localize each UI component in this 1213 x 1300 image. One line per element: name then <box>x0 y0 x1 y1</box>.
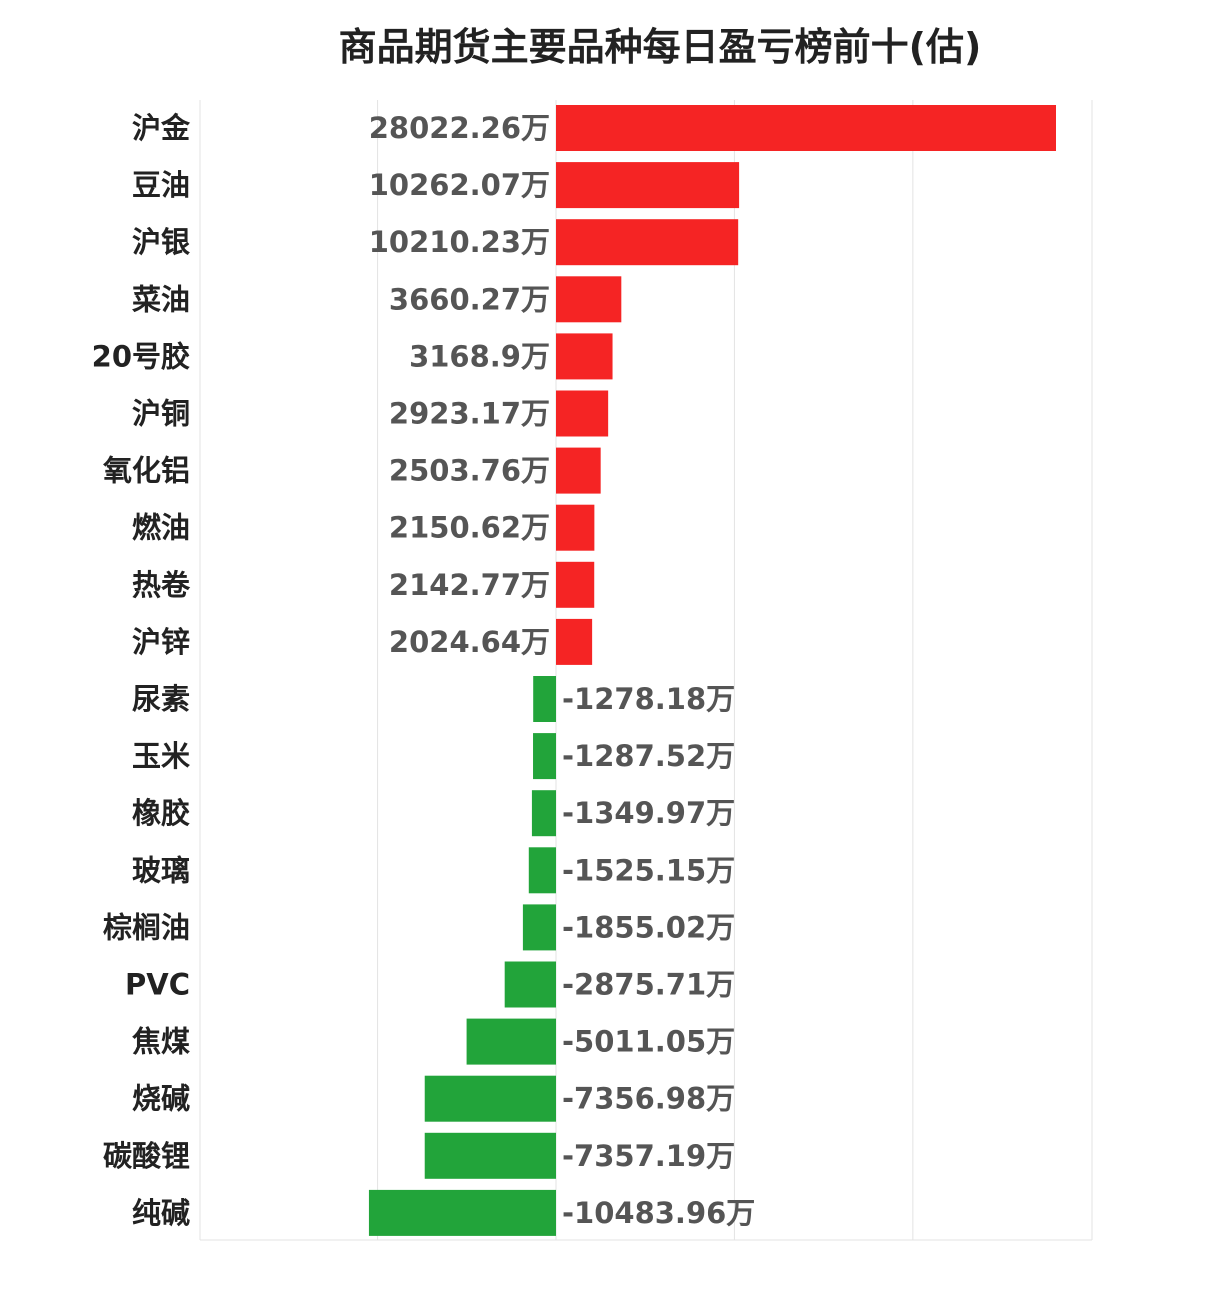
category-label: 烧碱 <box>132 1082 190 1116</box>
category-label: PVC <box>125 968 190 1002</box>
data-label: -10483.96万 <box>562 1196 755 1230</box>
category-label: 20号胶 <box>92 339 190 373</box>
data-label: 2923.17万 <box>389 397 550 431</box>
category-label: 玉米 <box>132 739 190 773</box>
data-label: 2150.62万 <box>389 511 550 545</box>
data-label: -7357.19万 <box>562 1139 735 1173</box>
category-label: 沪铜 <box>132 397 190 431</box>
bar <box>528 847 556 894</box>
bar <box>368 1189 556 1236</box>
chart-title: 商品期货主要品种每日盈亏榜前十(估) <box>338 25 982 69</box>
category-label: 豆油 <box>132 168 190 202</box>
bar <box>522 904 556 951</box>
category-label: 棕榈油 <box>103 910 190 944</box>
category-label: 橡胶 <box>132 796 190 830</box>
category-label: 沪银 <box>132 225 190 259</box>
category-label: 焦煤 <box>132 1025 190 1059</box>
bar <box>556 561 595 608</box>
data-label: -5011.05万 <box>562 1025 735 1059</box>
category-label: 菜油 <box>132 282 190 316</box>
data-label: -2875.71万 <box>562 968 735 1002</box>
data-label: 3168.9万 <box>409 339 550 373</box>
category-label: 沪锌 <box>132 625 190 659</box>
category-label: 尿素 <box>132 682 190 716</box>
gridlines <box>199 100 1093 1241</box>
data-label: -7356.98万 <box>562 1082 735 1116</box>
category-label: 燃油 <box>132 511 190 545</box>
bar <box>424 1132 556 1179</box>
bar <box>556 447 601 494</box>
data-label: 28022.26万 <box>369 111 550 145</box>
bar <box>424 1075 556 1122</box>
data-label: -1349.97万 <box>562 796 735 830</box>
category-label: 氧化铝 <box>102 454 190 488</box>
bars <box>368 105 1056 1236</box>
category-label: 纯碱 <box>132 1196 190 1230</box>
bar <box>504 961 556 1008</box>
data-label: -1287.52万 <box>562 739 735 773</box>
bar <box>556 618 593 665</box>
category-label: 玻璃 <box>132 853 190 887</box>
data-label: 10210.23万 <box>369 225 550 259</box>
value-labels: 28022.26万 10262.07万 10210.23万 3660.27万 3168.… <box>369 111 756 1230</box>
data-label: 2503.76万 <box>389 454 550 488</box>
bar <box>533 676 556 722</box>
category-label: 碳酸锂 <box>103 1139 190 1173</box>
data-label: 2024.64万 <box>389 625 550 659</box>
category-label: 热卷 <box>132 568 191 602</box>
data-label: -1855.02万 <box>562 910 735 944</box>
data-label: -1525.15万 <box>562 853 735 887</box>
bar <box>556 390 609 437</box>
bar <box>531 790 556 837</box>
data-label: -1278.18万 <box>562 682 735 716</box>
bar <box>556 162 740 209</box>
data-label: 10262.07万 <box>369 168 550 202</box>
data-label: 3660.27万 <box>389 282 550 316</box>
bar <box>556 333 613 380</box>
bar <box>533 733 556 780</box>
bar <box>556 276 622 323</box>
bar <box>556 105 1056 151</box>
data-label: 2142.77万 <box>389 568 550 602</box>
bar <box>556 504 595 551</box>
category-label: 沪金 <box>132 111 191 145</box>
bar <box>466 1018 556 1065</box>
bar <box>556 219 739 266</box>
